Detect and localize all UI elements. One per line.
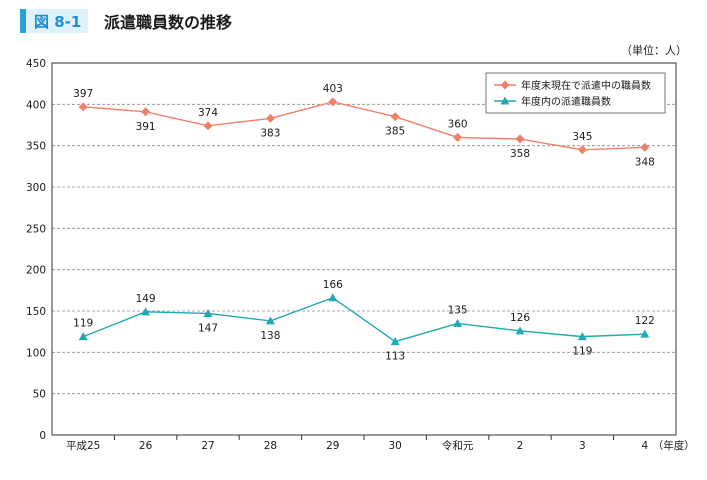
legend-label: 年度末現在で派遣中の職員数 <box>521 79 651 92</box>
y-tick-label: 350 <box>26 141 46 153</box>
data-label: 385 <box>385 126 405 138</box>
data-point <box>390 337 400 346</box>
legend-label: 年度内の派遣職員数 <box>521 95 611 108</box>
legend-swatch-marker <box>500 96 510 105</box>
x-tick-label: 平成25 <box>66 440 100 452</box>
data-label: 403 <box>323 83 343 95</box>
data-label: 113 <box>385 351 405 363</box>
data-label: 147 <box>198 322 218 334</box>
data-label: 122 <box>635 315 655 327</box>
x-tick-label: 3 <box>579 440 586 452</box>
x-tick-label: 27 <box>201 440 214 452</box>
data-point <box>640 329 650 338</box>
data-label: 345 <box>572 131 592 143</box>
x-tick-label: 4 <box>641 440 648 452</box>
data-point <box>515 326 525 335</box>
series-line-2 <box>82 296 645 343</box>
data-point <box>265 113 275 123</box>
data-point <box>453 318 463 327</box>
data-label: 126 <box>510 312 530 324</box>
data-point <box>203 121 213 131</box>
y-tick-label: 300 <box>26 182 46 194</box>
y-tick-label: 250 <box>26 223 46 235</box>
y-tick-label: 150 <box>26 306 46 318</box>
data-point <box>78 102 88 112</box>
x-tick-label: 30 <box>389 440 402 452</box>
legend-swatch-marker <box>500 80 510 90</box>
data-point <box>640 142 650 152</box>
x-tick-label: 2 <box>517 440 524 452</box>
data-label: 166 <box>323 279 343 291</box>
y-tick-label: 400 <box>26 99 46 111</box>
data-label: 391 <box>136 121 156 133</box>
x-tick-label: 28 <box>264 440 277 452</box>
data-label: 383 <box>260 127 280 139</box>
data-point <box>265 316 275 325</box>
data-label: 119 <box>73 318 93 330</box>
data-point <box>453 132 463 142</box>
data-label: 119 <box>572 346 592 358</box>
data-label: 138 <box>260 330 280 342</box>
data-label: 149 <box>136 293 156 305</box>
legend-box <box>485 72 666 114</box>
data-point <box>577 332 587 341</box>
x-axis-unit-label: （年度） <box>653 439 695 452</box>
figure-number: 図 8-1 <box>34 13 82 31</box>
x-tick-label: 29 <box>326 440 339 452</box>
data-point <box>328 293 338 302</box>
y-tick-label: 0 <box>39 430 46 442</box>
data-label: 374 <box>198 107 218 119</box>
data-point <box>577 145 587 155</box>
data-point <box>141 107 151 117</box>
data-point <box>203 308 213 317</box>
x-tick-label: 26 <box>139 440 153 452</box>
data-point <box>141 307 151 316</box>
data-label: 358 <box>510 148 530 160</box>
y-tick-label: 450 <box>26 58 46 70</box>
x-tick-label: 令和元 <box>442 439 474 452</box>
figure-title: 派遣職員数の推移 <box>104 13 233 32</box>
plot-frame <box>51 62 677 436</box>
data-point <box>515 134 525 144</box>
figure-badge: 図 8-1 <box>20 9 88 33</box>
data-label: 397 <box>73 88 93 100</box>
data-label: 135 <box>448 304 468 316</box>
y-tick-label: 50 <box>33 389 46 401</box>
data-point <box>390 112 400 122</box>
unit-label: （単位：人） <box>621 44 687 57</box>
series-line-1 <box>83 101 645 151</box>
y-tick-label: 100 <box>26 347 46 359</box>
data-label: 348 <box>635 156 655 168</box>
data-label: 360 <box>448 118 468 130</box>
data-point <box>328 97 338 107</box>
y-tick-label: 200 <box>26 265 46 277</box>
data-point <box>78 332 88 341</box>
